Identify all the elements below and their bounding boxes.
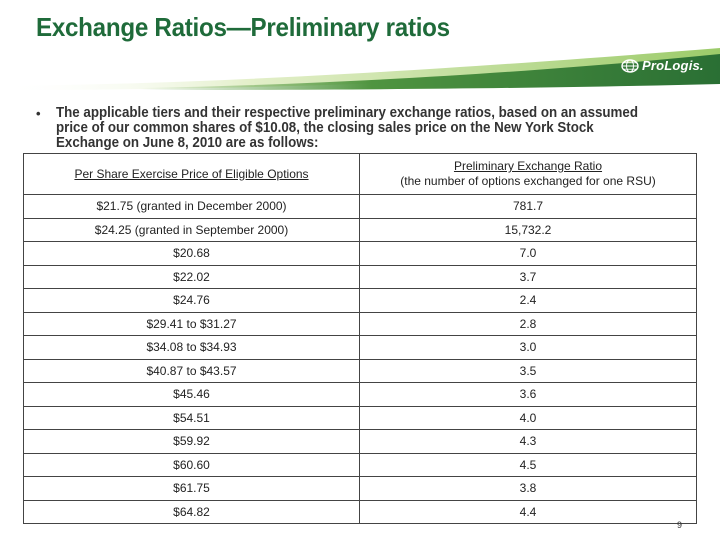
price-cell: $24.76 bbox=[23, 288, 360, 313]
ratio-cell: 7.0 bbox=[359, 241, 697, 266]
exchange-ratio-table: Per Share Exercise Price of Eligible Opt… bbox=[23, 153, 697, 524]
table-header-row: Per Share Exercise Price of Eligible Opt… bbox=[23, 153, 697, 195]
bullet-text: The applicable tiers and their respectiv… bbox=[55, 105, 638, 151]
price-cell: $24.25 (granted in September 2000) bbox=[23, 217, 360, 242]
header-swoosh bbox=[0, 48, 720, 90]
price-cell: $59.92 bbox=[23, 429, 360, 454]
col-header-exercise-price: Per Share Exercise Price of Eligible Opt… bbox=[23, 153, 360, 195]
price-cell: $22.02 bbox=[23, 264, 360, 289]
table-row: $54.51 4.0 bbox=[23, 405, 697, 430]
slide-title: Exchange Ratios—Preliminary ratios bbox=[36, 12, 450, 42]
ratio-cell: 3.6 bbox=[359, 382, 697, 407]
ratio-cell: 4.3 bbox=[359, 429, 697, 454]
price-cell: $45.46 bbox=[23, 382, 360, 407]
table-row: $20.68 7.0 bbox=[23, 241, 697, 266]
table-row: $22.02 3.7 bbox=[23, 264, 697, 289]
ratio-cell: 3.0 bbox=[359, 335, 697, 360]
table-row: $21.75 (granted in December 2000) 781.7 bbox=[23, 194, 697, 219]
col1-header-label: Per Share Exercise Price of Eligible Opt… bbox=[74, 166, 309, 181]
price-cell: $40.87 to $43.57 bbox=[23, 358, 360, 383]
ratio-cell: 4.0 bbox=[359, 405, 697, 430]
ratio-cell: 2.4 bbox=[359, 288, 697, 313]
ratio-cell: 3.7 bbox=[359, 264, 697, 289]
table-row: $45.46 3.6 bbox=[23, 382, 697, 407]
ratio-cell: 781.7 bbox=[359, 194, 697, 219]
page-number: 9 bbox=[677, 520, 683, 530]
ratio-cell: 3.8 bbox=[359, 476, 697, 501]
price-cell: $34.08 to $34.93 bbox=[23, 335, 360, 360]
globe-icon bbox=[621, 58, 639, 73]
logo-wordmark: ProLogis. bbox=[642, 58, 704, 73]
ratio-cell: 2.8 bbox=[359, 311, 697, 336]
ratio-cell: 4.5 bbox=[359, 452, 697, 477]
table-row: $64.82 4.4 bbox=[23, 499, 697, 524]
table-row: $40.87 to $43.57 3.5 bbox=[23, 358, 697, 383]
table-row: $24.25 (granted in September 2000) 15,732… bbox=[23, 217, 697, 242]
ratio-cell: 15,732.2 bbox=[359, 217, 697, 242]
table-row: $59.92 4.3 bbox=[23, 429, 697, 454]
bullet-item: • The applicable tiers and their respect… bbox=[36, 106, 712, 151]
price-cell: $21.75 (granted in December 2000) bbox=[23, 194, 360, 219]
price-cell: $64.82 bbox=[23, 499, 360, 524]
col-header-exchange-ratio: Preliminary Exchange Ratio (the number o… bbox=[359, 153, 697, 195]
price-cell: $61.75 bbox=[23, 476, 360, 501]
table-row: $60.60 4.5 bbox=[23, 452, 697, 477]
table-row: $34.08 to $34.93 3.0 bbox=[23, 335, 697, 360]
col2-header-sublabel: (the number of options exchanged for one… bbox=[400, 174, 656, 188]
col2-header-label: Preliminary Exchange Ratio bbox=[453, 159, 603, 173]
prologis-logo: ProLogis. bbox=[621, 58, 704, 73]
price-cell: $60.60 bbox=[23, 452, 360, 477]
ratio-cell: 4.4 bbox=[359, 499, 697, 524]
bullet-marker: • bbox=[36, 106, 41, 121]
price-cell: $20.68 bbox=[23, 241, 360, 266]
table-row: $61.75 3.8 bbox=[23, 476, 697, 501]
price-cell: $54.51 bbox=[23, 405, 360, 430]
table-row: $24.76 2.4 bbox=[23, 288, 697, 313]
table-row: $29.41 to $31.27 2.8 bbox=[23, 311, 697, 336]
ratio-cell: 3.5 bbox=[359, 358, 697, 383]
price-cell: $29.41 to $31.27 bbox=[23, 311, 360, 336]
